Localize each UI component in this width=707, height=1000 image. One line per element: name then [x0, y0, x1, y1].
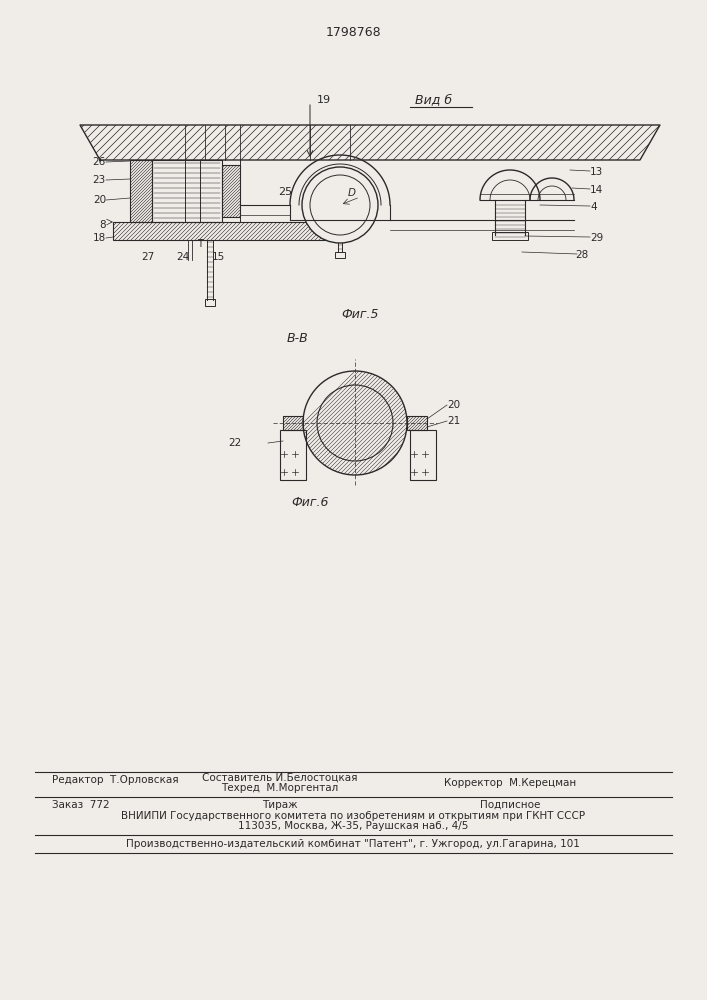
Text: 4: 4 — [590, 202, 597, 212]
Text: Фиг.6: Фиг.6 — [291, 495, 329, 508]
Text: Подписное: Подписное — [480, 800, 540, 810]
Bar — [335, 252, 345, 258]
Text: Редактор  Т.Орловская: Редактор Т.Орловская — [52, 775, 179, 785]
Text: 1798768: 1798768 — [325, 25, 381, 38]
Text: 29: 29 — [590, 233, 603, 243]
Bar — [152, 160, 222, 222]
Text: Вид б: Вид б — [415, 94, 452, 106]
Text: D: D — [348, 188, 356, 198]
Text: 27: 27 — [141, 252, 155, 262]
Text: 8: 8 — [100, 220, 106, 230]
Text: 113035, Москва, Ж-35, Раушская наб., 4/5: 113035, Москва, Ж-35, Раушская наб., 4/5 — [238, 821, 468, 831]
Bar — [280, 430, 306, 480]
Bar — [205, 299, 215, 306]
Text: 22: 22 — [228, 438, 241, 448]
Text: Заказ  772: Заказ 772 — [52, 800, 110, 810]
Text: T: T — [197, 239, 203, 249]
Circle shape — [302, 167, 378, 243]
Text: В-В: В-В — [287, 332, 309, 344]
Text: Корректор  М.Керецман: Корректор М.Керецман — [444, 778, 576, 788]
Text: 28: 28 — [575, 250, 588, 260]
Text: 21: 21 — [447, 416, 460, 426]
Text: Тираж: Тираж — [262, 800, 298, 810]
Bar — [113, 222, 333, 240]
Bar — [222, 165, 240, 217]
Text: 15: 15 — [211, 252, 225, 262]
Circle shape — [310, 175, 370, 235]
Text: 26: 26 — [93, 157, 106, 167]
Text: 20: 20 — [93, 195, 106, 205]
Bar — [492, 232, 528, 240]
Text: Фиг.5: Фиг.5 — [341, 308, 379, 322]
Text: Составитель И.Белостоцкая: Составитель И.Белостоцкая — [202, 773, 358, 783]
Text: 19: 19 — [317, 95, 331, 105]
Text: 18: 18 — [93, 233, 106, 243]
Bar — [410, 430, 436, 480]
Text: 20: 20 — [447, 400, 460, 410]
Bar — [407, 416, 427, 430]
Circle shape — [317, 385, 393, 461]
Text: 24: 24 — [176, 252, 189, 262]
Bar — [130, 160, 152, 222]
Bar — [283, 416, 303, 430]
Text: 14: 14 — [590, 185, 603, 195]
Text: 25: 25 — [278, 187, 292, 197]
Text: 23: 23 — [93, 175, 106, 185]
Text: Производственно-издательский комбинат "Патент", г. Ужгород, ул.Гагарина, 101: Производственно-издательский комбинат "П… — [126, 839, 580, 849]
Text: ВНИИПИ Государственного комитета по изобретениям и открытиям при ГКНТ СССР: ВНИИПИ Государственного комитета по изоб… — [121, 811, 585, 821]
Text: Техред  М.Моргентал: Техред М.Моргентал — [221, 783, 339, 793]
Text: 13: 13 — [590, 167, 603, 177]
